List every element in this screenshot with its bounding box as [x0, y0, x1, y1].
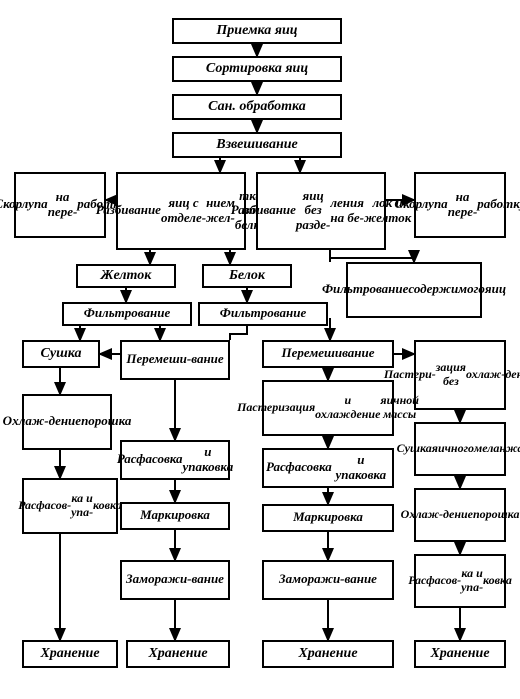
flow-node-n23: Охлаж-дениепорошка [414, 488, 506, 542]
flow-node-n2: Сортировка яиц [172, 56, 342, 82]
flow-node-n14: Сушка [22, 340, 100, 368]
flow-node-n31: Хранение [126, 640, 230, 668]
flow-node-n25: Маркировка [120, 502, 230, 530]
flow-node-n26: Маркировка [262, 504, 394, 532]
flow-node-n29: Заморажи-вание [262, 560, 394, 600]
flow-node-n33: Хранение [414, 640, 506, 668]
flow-node-n21: Расфасовкаи упаковка [120, 440, 230, 480]
flow-node-n28: Заморажи-вание [120, 560, 230, 600]
flow-node-n4: Взвешивание [172, 132, 342, 158]
flow-node-n12: Фильтрование [62, 302, 192, 326]
flow-node-n10: Белок [202, 264, 292, 288]
flow-node-n15: Перемеши-вание [120, 340, 230, 380]
flow-node-n16: Перемешивание [262, 340, 394, 368]
flow-node-n27: Расфасов-ка и упа-ковка [414, 554, 506, 608]
flow-node-n32: Хранение [262, 640, 394, 668]
flow-node-n6: Разбиваниеяиц с отделе-нием жел-тка от б… [116, 172, 246, 250]
flowchart-canvas: Приемка яиц Сортировка яиц Сан. обработка В… [0, 0, 520, 699]
flow-node-n19: Пастеризацияи охлаждениеяичной массы [262, 380, 394, 436]
flow-node-n1: Приемка яиц [172, 18, 342, 44]
flow-node-n22: Расфасовкаи упаковка [262, 448, 394, 488]
flow-node-n3: Сан. обработка [172, 94, 342, 120]
flow-node-n7: Разбиваниеяиц без разде-ления на бе-лок … [256, 172, 386, 250]
flow-node-n17: Пастери-зация безохлаж-дения [414, 340, 506, 410]
flow-node-n13: Фильтрование [198, 302, 328, 326]
flow-node-n9: Желток [76, 264, 176, 288]
flow-node-n18: Охлаж-дениепорошка [22, 394, 112, 450]
flow-node-n5: Скорлупана пере-работку [14, 172, 106, 238]
flow-node-n8: Скорлупана пере-работку [414, 172, 506, 238]
flow-node-n30: Хранение [22, 640, 118, 668]
flow-node-n20: Сушкаяичногомеланжа [414, 422, 506, 476]
flow-node-n24: Расфасов-ка и упа-ковка [22, 478, 118, 534]
flow-node-n11: Фильтрованиесодержимогояиц [346, 262, 482, 318]
